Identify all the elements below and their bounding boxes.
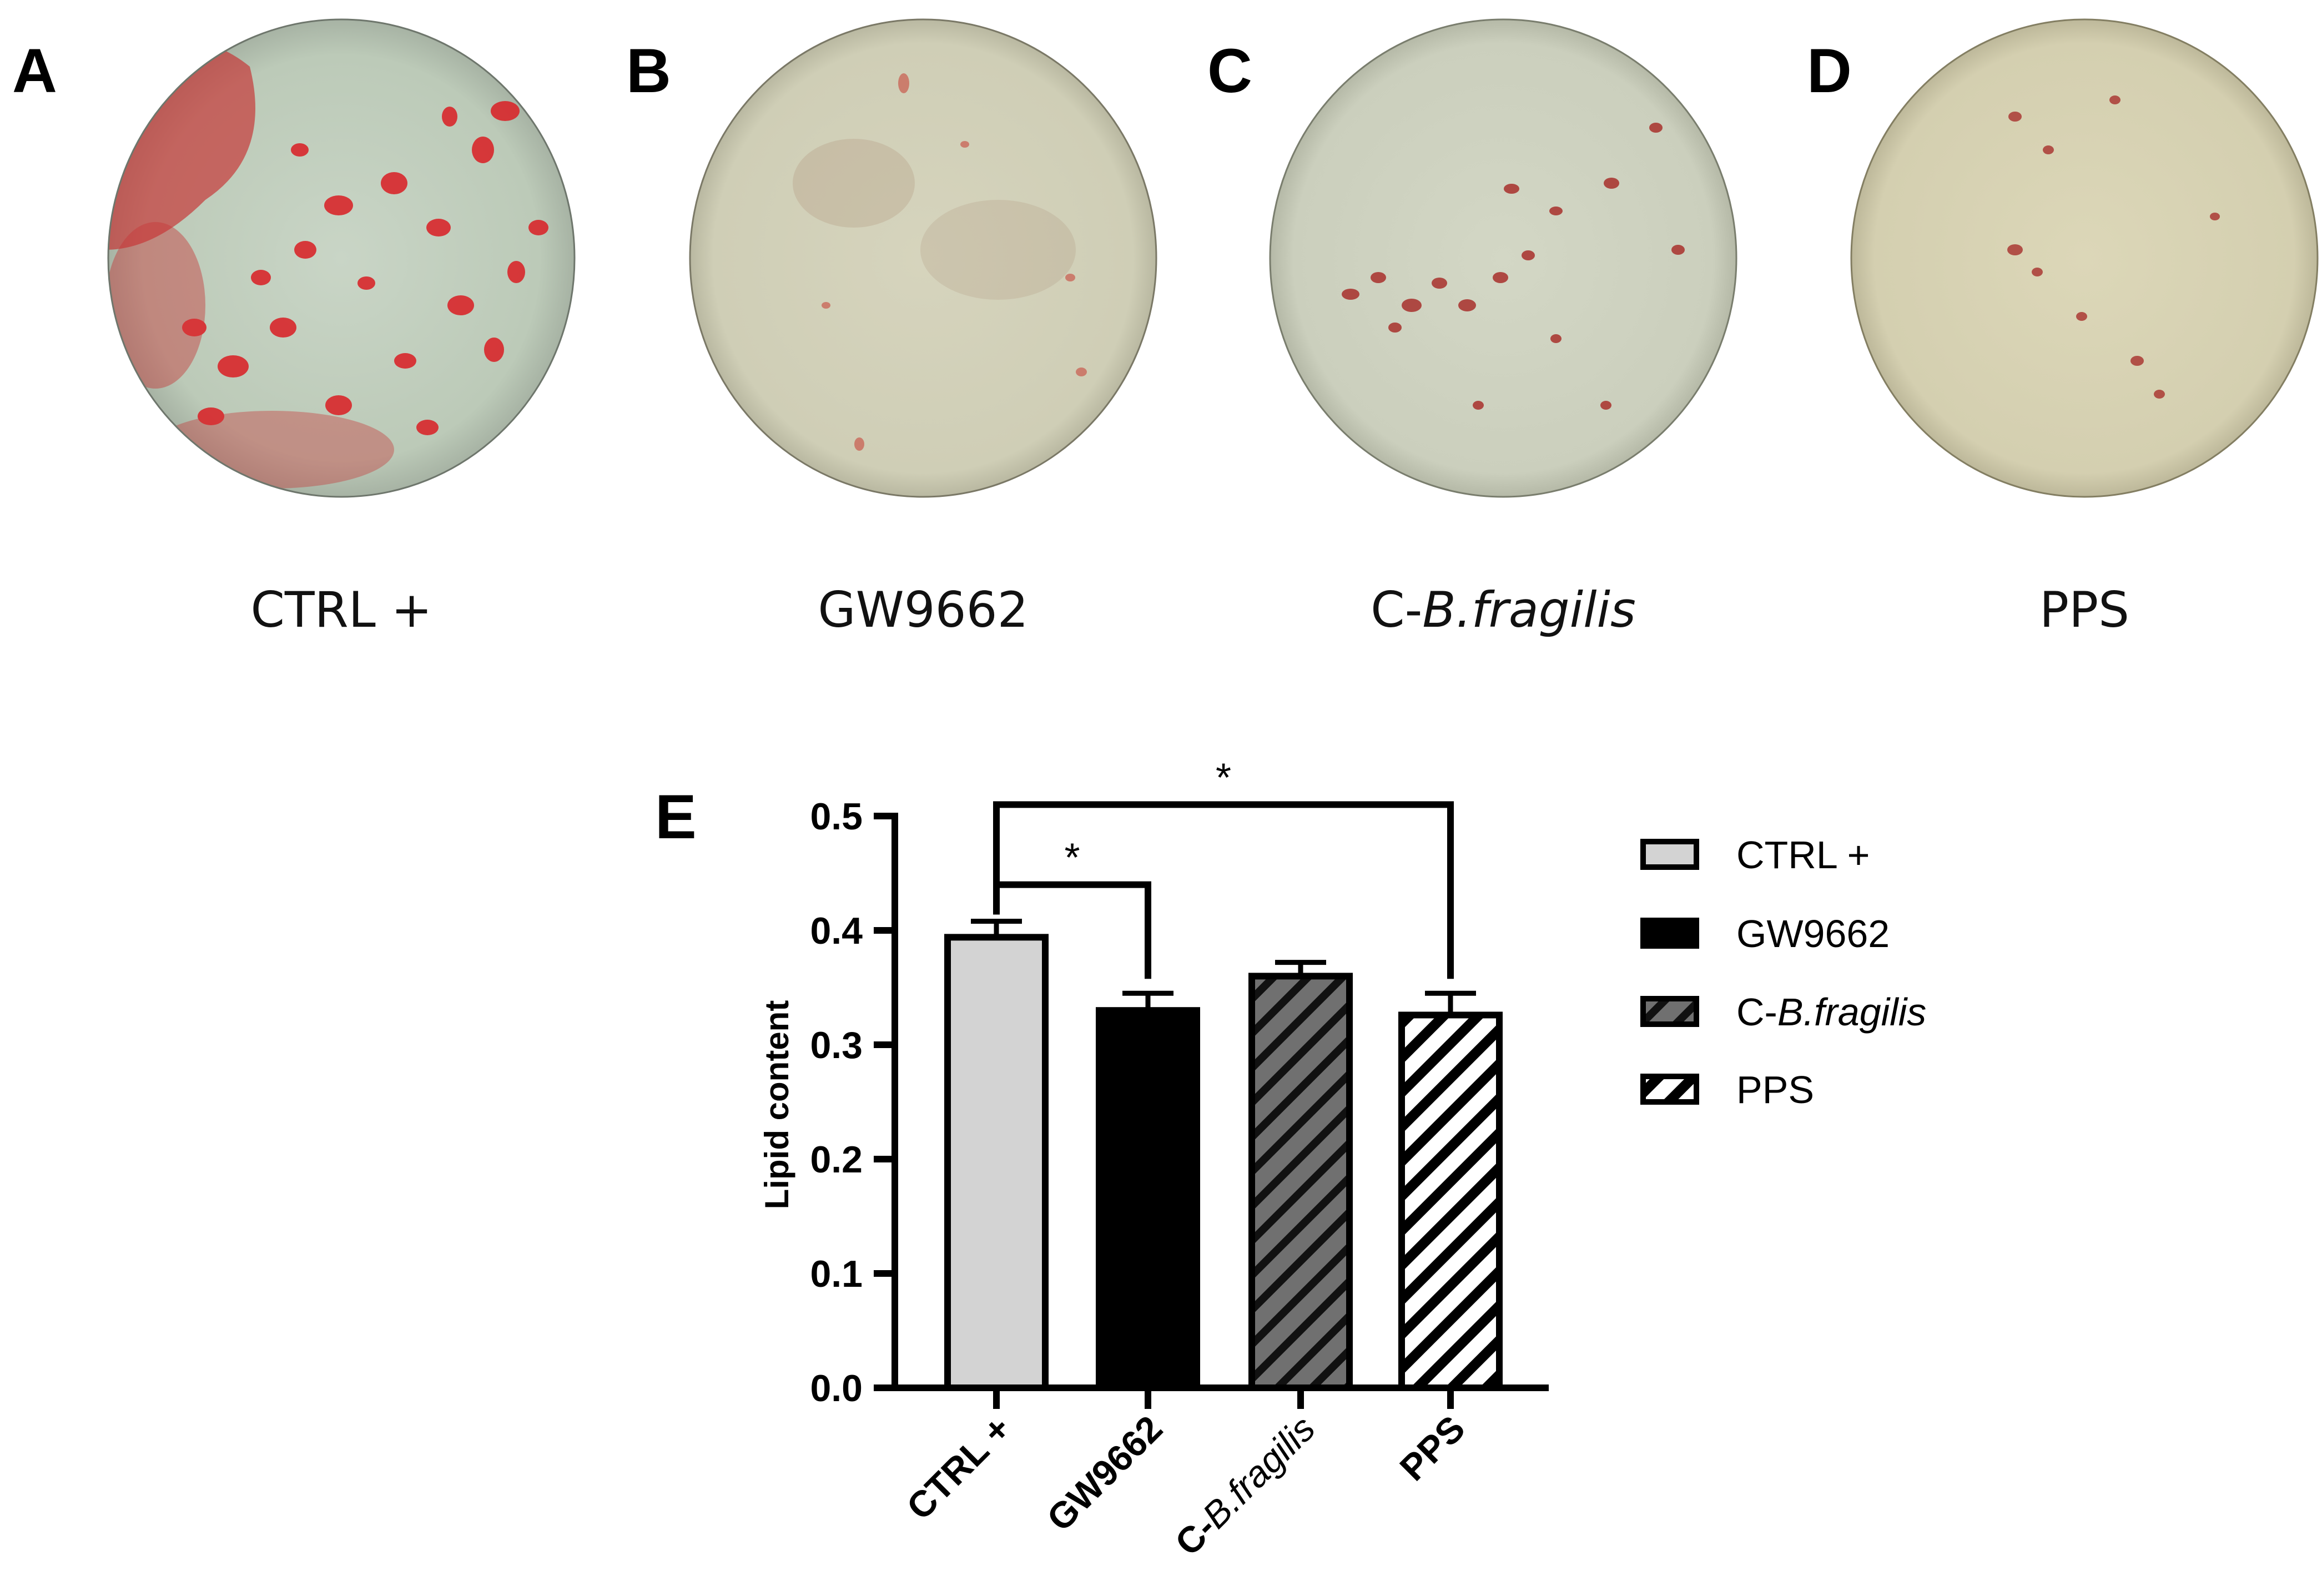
- panel-letter-c: C: [1207, 36, 1252, 105]
- legend-label: GW9662: [1736, 912, 1890, 955]
- significance-bracket: [993, 801, 1454, 979]
- y-tick-label: 0.0: [810, 1367, 863, 1409]
- significance-star: *: [1216, 756, 1231, 800]
- caption-ctrl-text: CTRL +: [250, 581, 432, 638]
- legend-label-plain: PPS: [1736, 1068, 1814, 1111]
- x-tick-label-plain: CTRL +: [899, 1408, 1019, 1528]
- y-tick-label: 0.1: [810, 1253, 863, 1295]
- caption-c-bfragilis-plain: C-: [1371, 581, 1423, 638]
- caption-gw9662: GW9662: [687, 586, 1159, 635]
- x-tick-label: C-B.fragilis: [1167, 1408, 1323, 1564]
- x-tick-label: GW9662: [1039, 1408, 1170, 1539]
- micrograph-gw9662: [687, 17, 1159, 500]
- micrograph-ctrl: [105, 17, 577, 500]
- panel-letter-d: D: [1807, 36, 1852, 105]
- x-tick-label: PPS: [1392, 1408, 1473, 1489]
- caption-c-bfragilis-italic: B.fragilis: [1422, 581, 1636, 638]
- y-axis-label: Lipid content: [758, 1000, 795, 1210]
- legend-label: PPS: [1736, 1068, 1814, 1111]
- caption-ctrl: CTRL +: [105, 586, 577, 635]
- legend-swatch: [1640, 996, 1699, 1027]
- legend-label-plain: C-: [1736, 990, 1777, 1034]
- caption-pps-text: PPS: [2039, 581, 2129, 638]
- bar: [1248, 973, 1353, 1391]
- bar: [1398, 1011, 1503, 1391]
- bar: [944, 934, 1049, 1391]
- caption-gw9662-text: GW9662: [818, 581, 1029, 638]
- x-tick-label-plain: PPS: [1392, 1408, 1473, 1489]
- significance-star: *: [1064, 836, 1080, 880]
- legend-label-plain: GW9662: [1736, 912, 1890, 955]
- panel-letter-b: B: [626, 36, 671, 105]
- legend-swatch: [1640, 839, 1699, 870]
- panel-letter-a: A: [12, 36, 57, 105]
- caption-c-bfragilis: C-B.fragilis: [1267, 586, 1739, 635]
- caption-pps: PPS: [1848, 586, 2320, 635]
- legend-label: CTRL +: [1736, 833, 1870, 877]
- legend-label-plain: CTRL +: [1736, 833, 1870, 877]
- y-tick-label: 0.4: [810, 910, 863, 952]
- y-tick-label: 0.2: [810, 1139, 863, 1181]
- y-tick-label: 0.5: [810, 796, 863, 838]
- micrograph-c-bfragilis: [1267, 17, 1739, 500]
- legend-label: C-B.fragilis: [1736, 990, 1926, 1034]
- bar: [1096, 1007, 1200, 1391]
- x-tick-label-italic: B.fragilis: [1195, 1408, 1323, 1536]
- x-tick-label: CTRL +: [899, 1408, 1019, 1528]
- legend-swatch: [1640, 918, 1699, 949]
- panel-letter-e: E: [655, 782, 697, 852]
- x-tick-label-plain: GW9662: [1039, 1408, 1170, 1539]
- y-tick-label: 0.3: [810, 1024, 863, 1066]
- legend-label-italic: B.fragilis: [1777, 990, 1926, 1034]
- legend-swatch: [1640, 1074, 1699, 1105]
- micrograph-pps: [1848, 17, 2320, 500]
